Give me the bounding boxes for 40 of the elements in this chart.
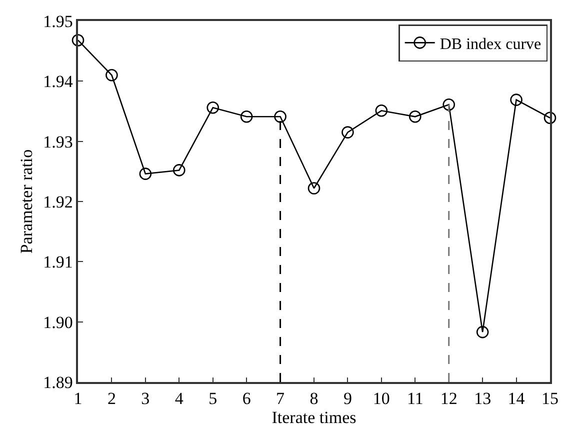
x-tick-label: 11 <box>406 389 424 408</box>
x-tick-label: 14 <box>508 389 526 408</box>
point <box>375 104 388 117</box>
y-tick-label: 1.91 <box>43 252 73 272</box>
point <box>206 101 220 114</box>
x-tick-label: 1 <box>74 389 82 408</box>
point <box>72 34 84 46</box>
x-tick-label: 5 <box>208 389 218 408</box>
y-tick-label: 1.89 <box>43 372 73 392</box>
point <box>544 112 556 124</box>
x-tick-label: 3 <box>141 389 150 408</box>
y-axis-title: Parameter ratio <box>17 149 36 254</box>
y-tick-label: 1.90 <box>43 312 73 332</box>
x-tick-label: 4 <box>174 389 184 408</box>
point <box>442 98 456 111</box>
x-tick-label: 10 <box>372 389 390 408</box>
y-tick-label: 1.92 <box>43 192 73 212</box>
point <box>240 110 253 123</box>
x-tick-label: 15 <box>542 389 558 408</box>
point <box>510 94 522 106</box>
point <box>308 182 320 194</box>
x-tick-label: 9 <box>343 389 352 408</box>
x-tick-label: 7 <box>276 389 286 408</box>
x-tick-label: 13 <box>474 389 492 408</box>
y-tick-label: 1.94 <box>43 72 74 92</box>
point <box>139 168 152 180</box>
point <box>172 164 186 176</box>
x-tick-label: 12 <box>440 389 458 408</box>
legend-label: DB index curve <box>440 36 542 53</box>
point <box>274 110 286 123</box>
point <box>342 126 354 138</box>
x-tick-label: 8 <box>310 389 318 408</box>
point <box>106 69 118 82</box>
x-tick-label: 6 <box>242 389 251 408</box>
x-axis-title: Iterate times <box>272 408 356 428</box>
x-tick-label: 2 <box>107 389 116 408</box>
point <box>476 326 489 338</box>
y-tick-label: 1.93 <box>43 132 73 152</box>
y-tick-label: 1.95 <box>43 12 73 31</box>
point <box>408 110 422 123</box>
